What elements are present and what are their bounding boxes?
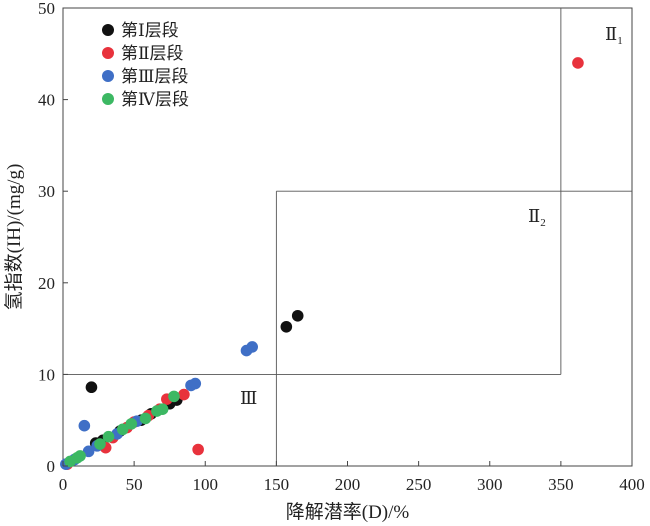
legend-label: 第Ⅲ层段 (121, 67, 188, 86)
data-point (94, 438, 106, 450)
y-axis-title: 氢指数(IH)/(mg/g) (3, 164, 25, 311)
x-tick-label: 100 (193, 475, 219, 494)
data-point (116, 423, 129, 436)
x-tick-label: 150 (264, 475, 290, 494)
x-tick-label: 250 (406, 475, 432, 494)
y-tick-label: 20 (38, 274, 55, 293)
x-tick-label: 300 (477, 475, 503, 494)
axes: 0 50 100 150 200 250 300 350 400 0 10 20 30 40 50 降解潜率(… (3, 0, 645, 523)
data-point (572, 57, 584, 69)
legend-label: 第Ⅰ层段 (121, 21, 179, 40)
data-point (78, 419, 91, 432)
data-point (74, 450, 86, 462)
y-tick-label: 40 (38, 91, 55, 110)
data-point (178, 388, 190, 401)
data-point (139, 412, 152, 425)
region-label: Ⅱ1 (605, 24, 623, 47)
legend-marker (102, 24, 114, 36)
y-tick-label: 10 (38, 365, 55, 384)
data-point (82, 445, 95, 458)
y-tick-label: 50 (38, 0, 55, 18)
legend-marker (102, 70, 114, 82)
region-label: Ⅲ (240, 388, 257, 408)
x-axis-title: 降解潜率(D)/% (286, 501, 410, 523)
data-point (291, 309, 304, 322)
x-tick-label: 350 (548, 475, 574, 494)
data-point (189, 377, 202, 390)
data-points (60, 57, 584, 470)
y-tick-label: 0 (47, 457, 56, 476)
data-point (246, 341, 258, 353)
x-tick-label: 0 (59, 475, 68, 494)
data-point (192, 443, 204, 456)
data-point (125, 418, 138, 430)
legend-marker (102, 93, 114, 105)
data-point (85, 381, 98, 394)
legend-marker (102, 47, 114, 59)
legend-label: 第Ⅱ层段 (121, 44, 184, 63)
region-label: Ⅱ2 (528, 206, 546, 229)
x-tick-label: 200 (335, 475, 361, 494)
legend-label: 第Ⅳ层段 (121, 90, 189, 109)
data-point (156, 403, 169, 416)
data-point (168, 390, 180, 403)
x-tick-label: 400 (619, 475, 645, 494)
y-tick-label: 30 (38, 182, 55, 201)
data-point (280, 320, 293, 333)
data-point (102, 430, 115, 443)
x-tick-label: 50 (126, 475, 143, 494)
